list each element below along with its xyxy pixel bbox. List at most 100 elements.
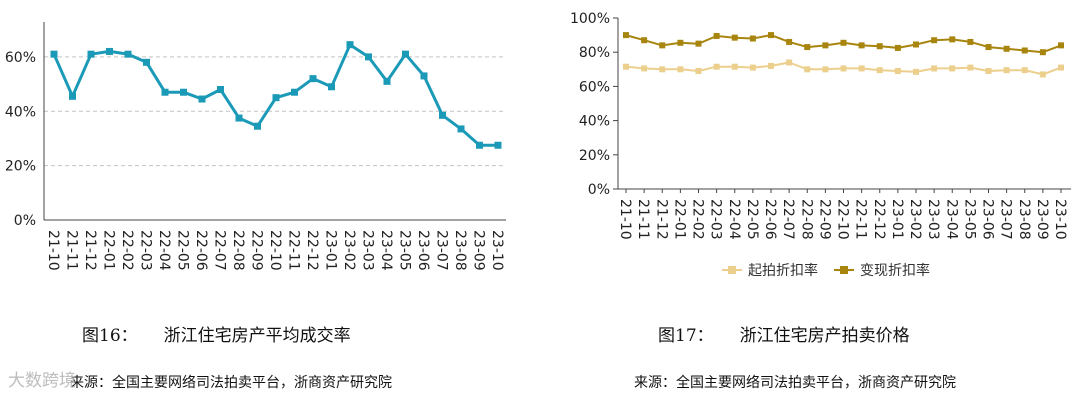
data-point <box>749 35 756 42</box>
data-point <box>383 77 391 85</box>
x-tick-label: 23-05 <box>961 199 977 240</box>
data-point <box>272 94 280 102</box>
data-point <box>235 114 243 122</box>
data-point <box>786 38 793 45</box>
data-point <box>949 65 956 72</box>
x-tick-label: 23-05 <box>397 230 413 271</box>
x-tick-label: 23-09 <box>1034 199 1050 240</box>
x-tick-label: 22-07 <box>212 230 228 271</box>
data-point <box>659 42 666 49</box>
data-point <box>623 32 629 39</box>
data-point <box>1039 49 1046 56</box>
x-tick-label: 22-03 <box>708 199 724 240</box>
data-point <box>840 39 847 46</box>
data-point <box>731 63 738 70</box>
x-tick-label: 23-07 <box>998 199 1014 240</box>
y-tick-label: 60% <box>5 50 36 66</box>
data-point <box>768 32 774 39</box>
data-point <box>476 141 483 149</box>
data-point <box>365 53 372 61</box>
caption-number: 图17： <box>658 326 714 346</box>
y-tick-label: 100% <box>570 11 610 27</box>
data-point <box>198 95 206 103</box>
data-point <box>50 50 58 58</box>
x-tick-label: 22-12 <box>871 199 887 240</box>
chart-average-transaction-rate: 0%20%40%60%21-10 21-11 21-12 22-01 22-02 22-0… <box>5 22 506 271</box>
x-tick-label: 22-05 <box>175 230 191 271</box>
data-point <box>1003 67 1010 74</box>
data-point <box>949 36 956 43</box>
x-tick-label: 23-03 <box>925 199 941 240</box>
source-note-right: 来源：全国主要网络司法拍卖平台，浙商资产研究院 <box>634 375 956 391</box>
y-tick-label: 20% <box>579 148 610 164</box>
x-tick-label: 22-04 <box>156 230 172 271</box>
data-point <box>967 38 974 45</box>
x-tick-label: 22-11 <box>286 230 302 271</box>
data-point <box>713 32 720 39</box>
data-point <box>677 39 684 46</box>
data-point <box>894 44 901 51</box>
y-tick-label: 60% <box>579 79 610 95</box>
x-tick-label: 22-12 <box>304 230 320 271</box>
data-point <box>985 44 992 51</box>
watermark-logo: 大数跨境 <box>8 371 76 391</box>
x-tick-label: 21-10 <box>617 199 633 240</box>
data-point <box>254 122 261 130</box>
y-tick-label: 80% <box>579 45 610 61</box>
y-tick-label: 0% <box>588 182 610 198</box>
source-note-left: 来源：全国主要网络司法拍卖平台，浙商资产研究院 <box>70 375 392 391</box>
x-tick-label: 22-10 <box>835 199 851 240</box>
y-tick-label: 40% <box>5 104 36 120</box>
x-tick-label: 23-10 <box>1052 199 1068 240</box>
data-point <box>985 68 992 75</box>
x-tick-label: 21-12 <box>82 230 98 271</box>
figure-caption-17: 图17： 浙江住宅房产拍卖价格 <box>658 321 910 346</box>
data-point <box>858 42 865 49</box>
data-point <box>87 50 95 58</box>
data-point <box>876 67 883 74</box>
legend-swatch-marker <box>840 266 848 274</box>
data-point <box>420 72 428 80</box>
data-point <box>822 42 829 49</box>
data-point <box>346 41 354 49</box>
data-point <box>731 34 738 41</box>
x-tick-label: 23-03 <box>360 230 376 271</box>
x-tick-label: 22-08 <box>230 230 246 271</box>
x-tick-label: 23-08 <box>1016 199 1032 240</box>
chart-auction-price-discount: 0%20%40%60%80%100%21-10 21-11 21-12 22-01 22… <box>570 11 1071 279</box>
data-point <box>309 75 317 83</box>
data-point <box>913 41 919 48</box>
data-point <box>180 88 187 96</box>
data-point <box>840 65 847 72</box>
x-tick-label: 23-04 <box>943 199 959 240</box>
data-point <box>328 83 335 91</box>
x-tick-label: 22-06 <box>762 199 778 240</box>
y-tick-label: 0% <box>14 213 36 229</box>
x-tick-label: 22-03 <box>138 230 154 271</box>
data-point <box>768 62 774 69</box>
data-point <box>291 88 298 96</box>
x-tick-label: 23-06 <box>980 199 996 240</box>
data-point <box>439 111 446 119</box>
data-point <box>161 88 169 96</box>
x-tick-label: 22-02 <box>690 199 706 240</box>
figure-caption-16: 图16： 浙江住宅房产平均成交率 <box>82 321 351 346</box>
data-point <box>913 68 919 75</box>
data-point <box>1039 71 1046 78</box>
data-point <box>457 125 465 133</box>
x-tick-label: 22-11 <box>853 199 869 240</box>
data-point <box>677 66 684 73</box>
data-point <box>1021 67 1028 74</box>
x-tick-label: 23-06 <box>415 230 431 271</box>
data-point <box>623 63 629 70</box>
x-tick-label: 23-09 <box>471 230 487 271</box>
data-point <box>69 92 76 100</box>
x-tick-label: 22-06 <box>193 230 209 271</box>
x-tick-label: 23-02 <box>341 230 357 271</box>
data-point <box>641 37 648 44</box>
caption-number: 图16： <box>82 326 138 346</box>
data-point <box>804 66 811 73</box>
data-point <box>876 43 883 50</box>
data-point <box>1003 45 1010 52</box>
x-tick-label: 23-08 <box>452 230 468 271</box>
